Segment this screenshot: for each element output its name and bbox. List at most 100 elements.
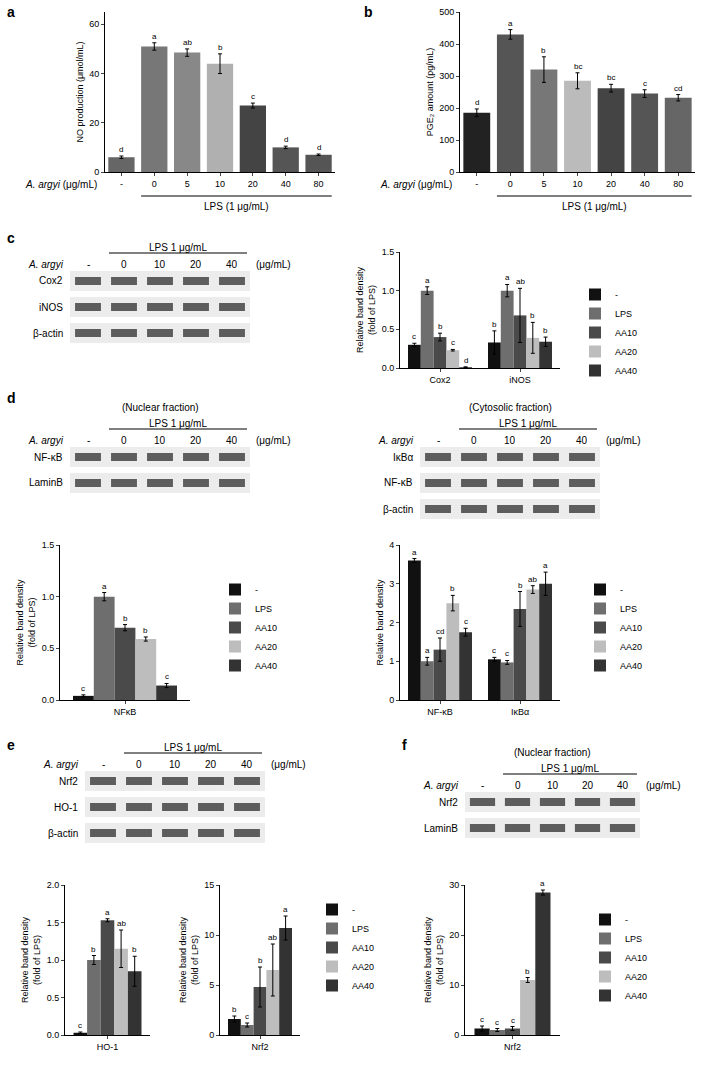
svg-text:0: 0 (389, 695, 394, 705)
svg-text:a: a (425, 276, 430, 285)
svg-text:5: 5 (185, 179, 190, 189)
svg-text:b: b (541, 46, 546, 55)
svg-text:LPS 1 μg/mL: LPS 1 μg/mL (149, 242, 207, 253)
svg-text:c: c (451, 338, 455, 347)
svg-text:a: a (102, 582, 107, 591)
svg-text:c: c (7, 230, 15, 246)
svg-text:30: 30 (449, 880, 459, 890)
svg-text:A. argyi: A. argyi (43, 759, 79, 770)
svg-text:e: e (7, 737, 15, 753)
svg-text:(μg/mL): (μg/mL) (271, 759, 306, 770)
svg-text:A. argyi (μg/mL): A. argyi (μg/mL) (25, 179, 97, 190)
svg-text:-: - (87, 259, 90, 270)
svg-text:(μg/mL): (μg/mL) (256, 259, 291, 270)
svg-text:c: c (81, 684, 85, 693)
svg-text:PGE₂ amount (pg/mL): PGE₂ amount (pg/mL) (425, 48, 435, 137)
svg-text:(μg/mL): (μg/mL) (646, 780, 681, 791)
svg-text:LPS: LPS (255, 604, 272, 614)
svg-text:ab: ab (183, 38, 192, 47)
svg-text:Nrf2: Nrf2 (439, 797, 458, 808)
svg-text:c: c (78, 1021, 82, 1030)
svg-text:A. argyi (μg/mL): A. argyi (μg/mL) (380, 179, 452, 190)
svg-text:LaminB: LaminB (424, 823, 458, 834)
svg-text:LPS 1 μg/mL: LPS 1 μg/mL (541, 763, 599, 774)
svg-text:iNOS: iNOS (39, 302, 63, 313)
svg-text:AA10: AA10 (352, 943, 374, 953)
svg-text:a: a (425, 646, 430, 655)
svg-text:b: b (525, 967, 530, 976)
svg-text:0: 0 (449, 167, 454, 177)
svg-text:0.5: 0.5 (382, 324, 395, 334)
svg-text:b: b (450, 584, 455, 593)
svg-text:1: 1 (389, 656, 394, 666)
svg-text:β-actin: β-actin (48, 828, 78, 839)
svg-text:0.0: 0.0 (42, 695, 55, 705)
svg-text:bc: bc (574, 62, 582, 71)
svg-text:0: 0 (454, 1030, 459, 1040)
svg-text:IκBα: IκBα (511, 707, 529, 717)
svg-text:LaminB: LaminB (29, 477, 63, 488)
svg-text:d: d (464, 356, 468, 365)
svg-text:A. argyi: A. argyi (28, 259, 64, 270)
svg-text:AA10: AA10 (620, 623, 642, 633)
svg-text:0: 0 (136, 759, 142, 770)
svg-text:d: d (119, 145, 123, 154)
svg-text:500: 500 (439, 7, 454, 17)
svg-text:A. argyi: A. argyi (28, 435, 64, 446)
svg-text:-: - (255, 585, 258, 595)
svg-text:40: 40 (226, 259, 238, 270)
svg-text:d: d (284, 135, 288, 144)
svg-text:(μg/mL): (μg/mL) (256, 435, 291, 446)
svg-text:AA20: AA20 (352, 962, 374, 972)
svg-text:Relative band density(fold of: Relative band density(fold of LPS) (355, 266, 377, 353)
svg-text:cd: cd (674, 84, 682, 93)
svg-text:40: 40 (617, 780, 629, 791)
svg-text:b: b (132, 945, 137, 954)
svg-text:HO-1: HO-1 (97, 1042, 119, 1052)
svg-text:10: 10 (547, 780, 559, 791)
svg-text:Relative band density(fold of: Relative band density(fold of LPS) (423, 916, 445, 1003)
svg-text:20: 20 (190, 259, 202, 270)
svg-text:4: 4 (389, 540, 394, 550)
svg-text:10: 10 (154, 435, 166, 446)
svg-text:a: a (7, 4, 15, 20)
svg-text:NFκB: NFκB (114, 707, 137, 717)
svg-text:1.5: 1.5 (47, 918, 60, 928)
svg-text:AA40: AA40 (625, 991, 647, 1001)
svg-text:d: d (475, 98, 479, 107)
svg-text:400: 400 (439, 39, 454, 49)
svg-text:LPS 1 μg/mL: LPS 1 μg/mL (499, 418, 557, 429)
svg-text:40: 40 (640, 179, 650, 189)
svg-text:-: - (481, 780, 484, 791)
svg-text:80: 80 (314, 179, 324, 189)
svg-text:d: d (7, 390, 16, 406)
svg-text:LPS: LPS (620, 604, 637, 614)
svg-text:(μg/mL): (μg/mL) (606, 435, 641, 446)
svg-text:β-actin: β-actin (383, 504, 413, 515)
svg-text:20: 20 (205, 759, 217, 770)
svg-text:0.0: 0.0 (47, 1030, 60, 1040)
svg-text:1.0: 1.0 (382, 286, 395, 296)
svg-text:b: b (218, 43, 223, 52)
svg-text:20: 20 (248, 179, 258, 189)
svg-text:100: 100 (439, 135, 454, 145)
svg-text:b: b (258, 956, 263, 965)
svg-text:bc: bc (607, 73, 615, 82)
svg-text:a: a (105, 908, 110, 917)
svg-text:NF-κB: NF-κB (384, 477, 413, 488)
svg-text:A. argyi: A. argyi (423, 780, 459, 791)
svg-text:0: 0 (152, 179, 157, 189)
svg-text:LPS (1 μg/mL): LPS (1 μg/mL) (562, 201, 627, 212)
svg-text:AA20: AA20 (620, 642, 642, 652)
svg-text:AA40: AA40 (620, 661, 642, 671)
svg-text:40: 40 (241, 759, 253, 770)
svg-text:a: a (508, 19, 513, 28)
svg-text:40: 40 (226, 435, 238, 446)
svg-text:0: 0 (121, 435, 127, 446)
svg-text:60: 60 (89, 19, 99, 29)
svg-text:LPS 1 μg/mL: LPS 1 μg/mL (164, 742, 222, 753)
svg-text:c: c (245, 1012, 249, 1021)
svg-text:AA10: AA10 (615, 328, 637, 338)
svg-text:c: c (511, 1016, 515, 1025)
svg-text:b: b (543, 326, 548, 335)
